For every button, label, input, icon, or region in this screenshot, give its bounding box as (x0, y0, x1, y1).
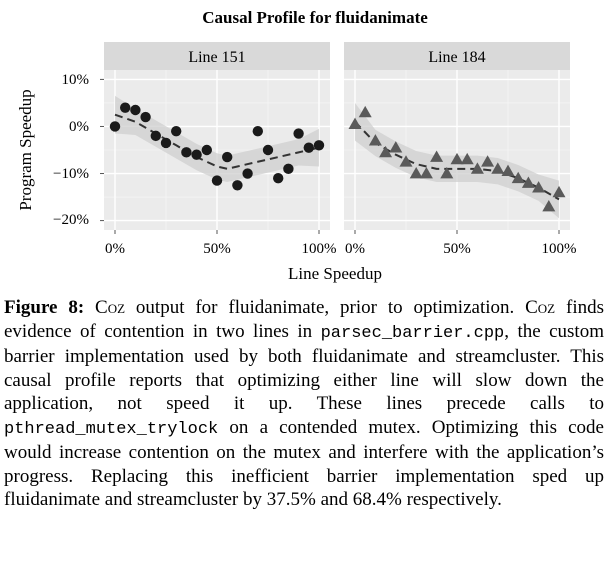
x-tick-label: 0% (345, 241, 365, 257)
data-point (419, 167, 433, 179)
data-point (358, 105, 372, 118)
data-point (450, 152, 464, 165)
data-point (481, 155, 495, 167)
x-tick-label: 0% (105, 241, 125, 257)
data-point (181, 147, 192, 158)
data-point (368, 134, 382, 146)
data-point (273, 173, 284, 184)
data-point (389, 141, 403, 153)
panel-strip (344, 42, 570, 70)
figure-label: Figure 8: (4, 297, 85, 318)
data-point (532, 181, 546, 193)
tool-name: Coz (95, 297, 126, 318)
panel-strip-label: Line 184 (428, 49, 485, 66)
data-point (109, 121, 121, 132)
data-point (160, 137, 172, 149)
y-tick-label: 10% (62, 72, 90, 88)
caption-text (84, 297, 95, 318)
caption-text: output for fluidanimate, prior to optimi… (125, 297, 526, 318)
data-point (552, 185, 566, 198)
data-point (348, 117, 362, 129)
panel-strip (104, 42, 330, 70)
data-point (313, 140, 325, 151)
y-axis-label: Program Speedup (16, 89, 35, 210)
x-axis-label: Line Speedup (288, 264, 382, 283)
data-point (283, 163, 294, 175)
data-point (430, 150, 444, 162)
panel-strip-label: Line 151 (188, 49, 245, 66)
data-point (130, 104, 141, 116)
data-point (440, 167, 454, 179)
x-tick-label: 100% (302, 241, 337, 257)
data-point (140, 111, 151, 123)
data-point (211, 175, 223, 186)
data-point (460, 152, 474, 165)
trend-line (114, 113, 320, 170)
data-point (409, 167, 423, 179)
chart-title: Causal Profile for fluidanimate (202, 8, 428, 27)
figure-caption: Figure 8: Coz output for fluidanimate, p… (4, 296, 604, 512)
causal-profile-figure: Causal Profile for fluidanimate Program … (16, 8, 577, 283)
x-tick-label: 100% (542, 241, 577, 257)
y-tick-label: −10% (53, 166, 89, 182)
data-point (252, 125, 263, 137)
y-tick-labels: 10% 0% −10% −20% (53, 72, 89, 228)
data-point (491, 162, 505, 174)
data-point (232, 180, 243, 191)
panel-line-151: Line 151 0% 50% 100% (100, 42, 337, 257)
caption-text: , the custom barrier implementation used… (4, 320, 604, 415)
data-point (171, 125, 182, 137)
data-point (242, 168, 253, 179)
trend-line (354, 121, 560, 201)
data-point (191, 149, 202, 160)
caption-text: on a contended mutex. Optimizing this co… (4, 416, 604, 511)
confidence-band (115, 95, 319, 182)
data-point (222, 151, 233, 163)
code-function: pthread_mutex_trylock (4, 419, 219, 439)
data-point (303, 142, 314, 153)
data-point (521, 176, 535, 188)
tool-name: Coz (525, 297, 556, 318)
data-point (501, 164, 515, 177)
data-point (120, 102, 131, 113)
data-point (262, 144, 274, 156)
data-point (399, 155, 413, 167)
data-point (542, 199, 556, 212)
data-point (150, 130, 161, 142)
x-tick-label: 50% (203, 241, 231, 257)
code-filename: parsec_barrier.cpp (320, 323, 505, 343)
y-tick-label: 0% (69, 119, 89, 135)
panel-line-184: Line 184 0% 50% 100% (344, 42, 577, 257)
data-point (470, 162, 484, 174)
data-point (511, 171, 525, 184)
caption-text: finds evidence of contention in two line… (4, 297, 605, 342)
data-point (293, 128, 304, 139)
x-tick-label: 50% (443, 241, 471, 257)
y-tick-label: −20% (53, 212, 89, 228)
data-point (379, 145, 393, 158)
data-point (201, 144, 212, 156)
